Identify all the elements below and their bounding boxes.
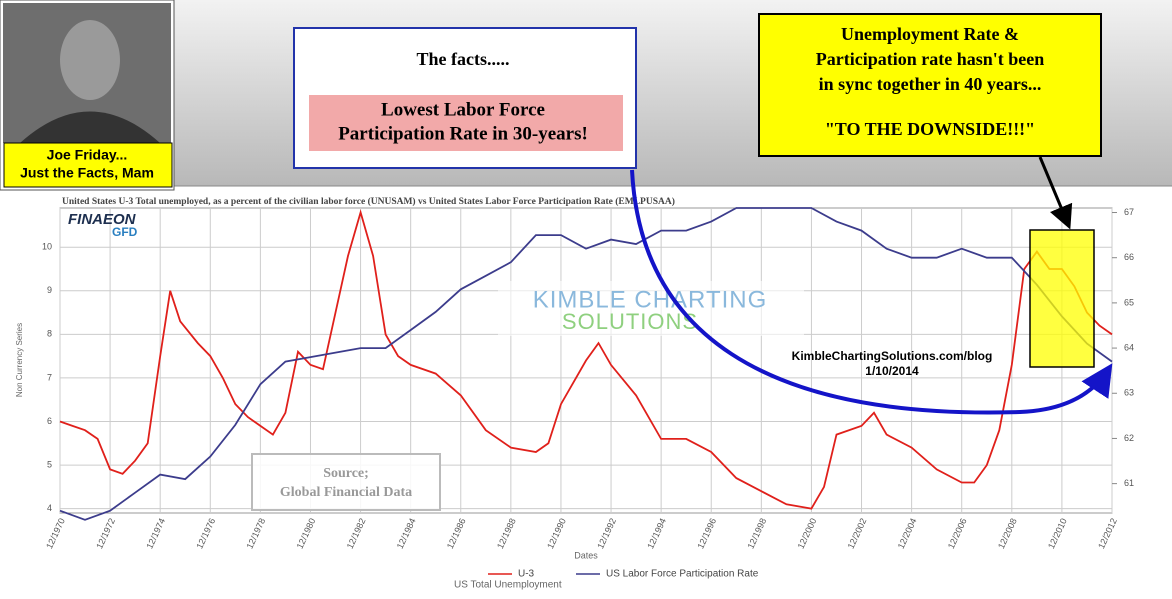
sync-text: Unemployment Rate & xyxy=(841,24,1019,44)
sync-text: in sync together in 40 years... xyxy=(819,74,1042,94)
y2-tick-label: 66 xyxy=(1124,252,1134,262)
blog-text: 1/10/2014 xyxy=(865,364,919,378)
source-box xyxy=(251,453,441,511)
chart-title: United States U-3 Total unemployed, as a… xyxy=(62,196,675,207)
photo-face xyxy=(60,20,120,100)
blog-text: KimbleChartingSolutions.com/blog xyxy=(792,349,993,363)
legend: U-3 US Labor Force Participation Rate xyxy=(488,569,759,580)
facts-highlight: Participation Rate in 30-years! xyxy=(338,123,588,144)
black-arrow xyxy=(1038,156,1073,230)
logo: FINAEON xyxy=(68,211,137,228)
sync-text: "TO THE DOWNSIDE!!!" xyxy=(825,119,1035,139)
sync-text: Participation rate hasn't been xyxy=(816,49,1044,69)
y-axis-label: Non Currency Series xyxy=(15,323,24,397)
y2-tick-label: 67 xyxy=(1124,207,1134,217)
blue-arrow xyxy=(630,169,1113,415)
watermark: SOLUTIONS xyxy=(562,309,698,334)
logo-sub: GFD xyxy=(112,225,138,239)
facts-heading: The facts..... xyxy=(417,49,510,69)
y-tick-label: 5 xyxy=(47,459,52,469)
caption-box xyxy=(3,142,173,188)
facts-highlight: Lowest Labor Force xyxy=(381,99,545,120)
y-tick-label: 6 xyxy=(47,416,52,426)
legend-label: U-3 xyxy=(518,569,535,580)
y2-tick-label: 61 xyxy=(1124,478,1134,488)
facts-highlight-box xyxy=(309,95,623,151)
y-tick-label: 10 xyxy=(42,242,52,252)
sync-box xyxy=(758,13,1102,157)
legend-label: US Labor Force Participation Rate xyxy=(606,569,759,580)
y2-tick-label: 63 xyxy=(1124,388,1134,398)
y2-tick-label: 62 xyxy=(1124,433,1134,443)
y-tick-label: 8 xyxy=(47,329,52,339)
y2-tick-label: 64 xyxy=(1124,342,1134,352)
source-text: Source; xyxy=(323,466,369,481)
legend-title: US Total Unemployment xyxy=(454,580,562,591)
y-tick-label: 7 xyxy=(47,372,52,382)
highlight-region xyxy=(1029,229,1095,368)
source-text: Global Financial Data xyxy=(280,485,412,500)
x-axis-label: Dates xyxy=(574,550,598,560)
photo-suit xyxy=(20,111,160,143)
caption-text: Joe Friday... xyxy=(47,147,128,163)
series-line xyxy=(59,209,1113,510)
y-tick-label: 4 xyxy=(47,503,52,513)
caption-text: Just the Facts, Mam xyxy=(20,165,154,181)
series-line xyxy=(59,207,1113,521)
watermark: KIMBLE CHARTING xyxy=(533,286,768,313)
y-tick-label: 9 xyxy=(47,285,52,295)
y2-tick-label: 65 xyxy=(1124,297,1134,307)
watermark-box xyxy=(498,281,804,336)
